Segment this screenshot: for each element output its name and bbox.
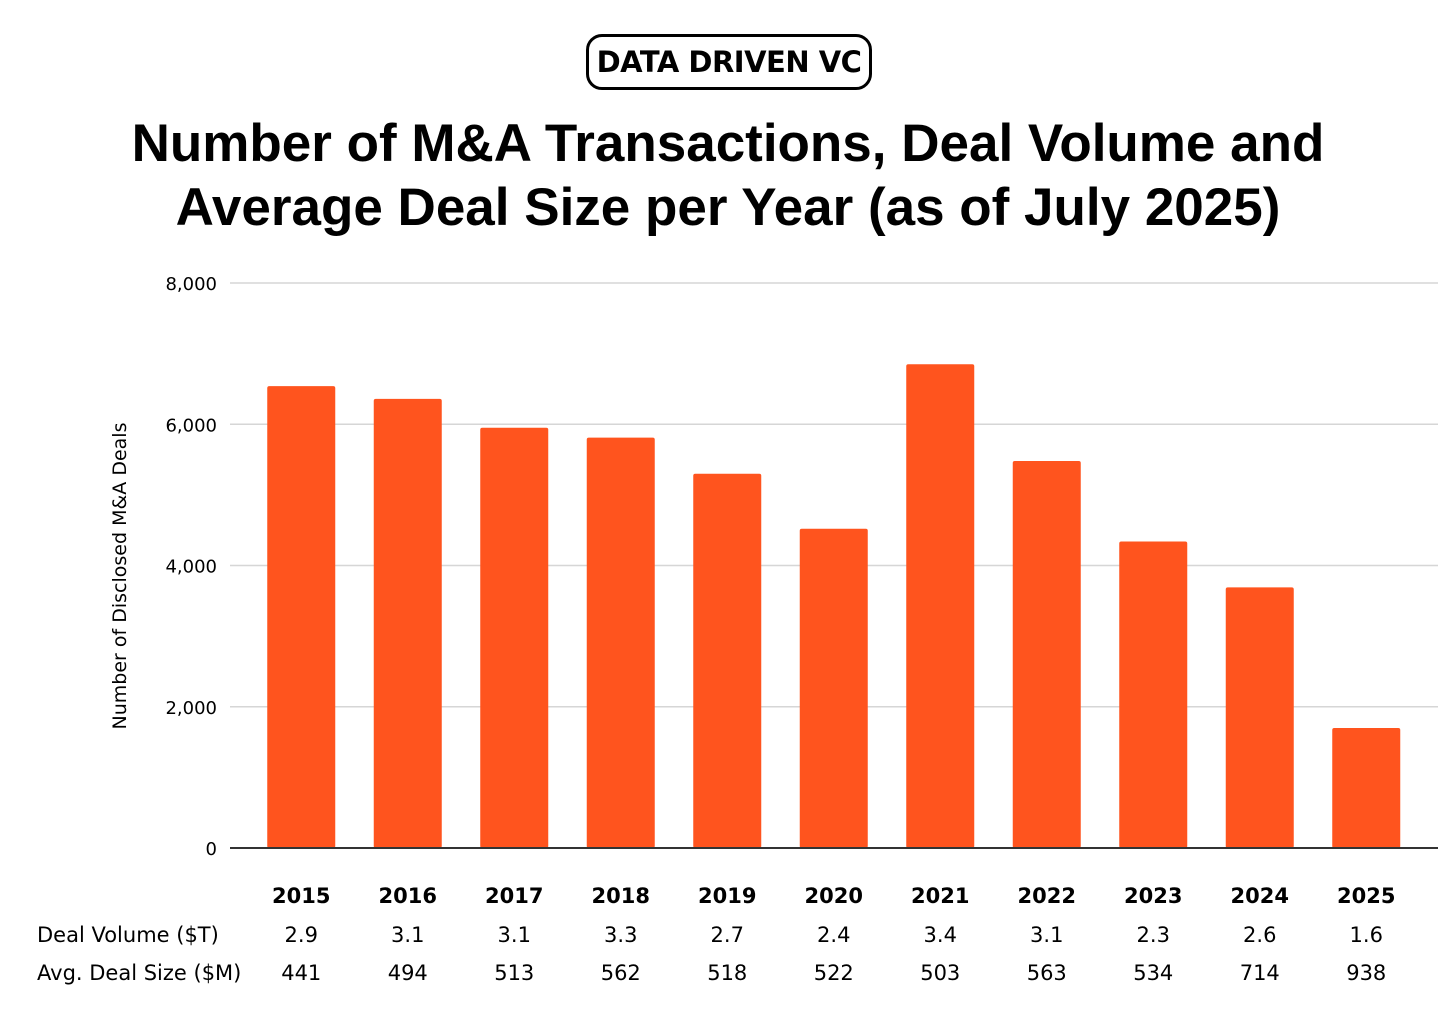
y-axis-ticks: 0 2,000 4,000 6,000 8,000 <box>165 274 217 860</box>
table-row-label: Avg. Deal Size ($M) <box>37 961 241 985</box>
table-cell: 2.4 <box>817 923 850 947</box>
x-tick-label: 2015 <box>272 884 330 908</box>
bar-2023 <box>1119 541 1188 848</box>
bar-2022 <box>1012 460 1081 848</box>
bar-2024 <box>1225 587 1294 848</box>
data-table: Deal Volume ($T) 2.9 3.1 3.1 3.3 2.7 2.4 3.4 3.1… <box>37 923 1386 985</box>
bar-2020 <box>799 528 868 848</box>
y-tick-label: 2,000 <box>165 698 217 719</box>
chart-title-line-2: Average Deal Size per Year (as of July 2… <box>175 178 1281 237</box>
table-cell: 563 <box>1027 961 1067 985</box>
chart-title: Number of M&A Transactions, Deal Volume … <box>0 112 1456 240</box>
table-cell: 513 <box>494 961 534 985</box>
table-row-label: Deal Volume ($T) <box>37 923 219 947</box>
y-tick-label: 8,000 <box>165 274 217 295</box>
table-cell: 3.1 <box>391 923 424 947</box>
bar-2025 <box>1332 727 1401 848</box>
table-cell: 562 <box>601 961 641 985</box>
x-tick-label: 2016 <box>379 884 437 908</box>
y-tick-label: 6,000 <box>165 415 217 436</box>
table-cell: 441 <box>281 961 321 985</box>
x-tick-label: 2022 <box>1018 884 1076 908</box>
x-tick-label: 2025 <box>1337 884 1395 908</box>
x-tick-label: 2018 <box>592 884 650 908</box>
table-cell: 3.3 <box>604 923 637 947</box>
table-cell: 494 <box>388 961 428 985</box>
x-tick-label: 2024 <box>1231 884 1289 908</box>
table-cell: 522 <box>814 961 854 985</box>
table-cell: 503 <box>920 961 960 985</box>
table-cell: 714 <box>1240 961 1280 985</box>
table-cell: 938 <box>1346 961 1386 985</box>
bar-2021 <box>906 364 975 848</box>
x-axis-year-labels: 2015 2016 2017 2018 2019 2020 2021 2022 2023 2024… <box>272 884 1395 908</box>
y-tick-label: 4,000 <box>165 557 217 578</box>
bar-2016 <box>373 398 442 848</box>
table-cell: 534 <box>1133 961 1173 985</box>
table-cell: 518 <box>707 961 747 985</box>
brand-name: DATA DRIVEN VC <box>596 45 862 79</box>
table-cell: 2.6 <box>1243 923 1276 947</box>
x-tick-label: 2020 <box>805 884 863 908</box>
y-axis-title: Number of Disclosed M&A Deals <box>109 423 131 730</box>
bar-2019 <box>693 473 762 848</box>
chart-title-line-1: Number of M&A Transactions, Deal Volume … <box>131 114 1325 173</box>
brand-logo: DATA DRIVEN VC <box>586 34 872 90</box>
x-tick-label: 2017 <box>485 884 543 908</box>
bar-2018 <box>586 437 655 848</box>
table-cell: 2.7 <box>711 923 744 947</box>
y-tick-label: 0 <box>206 839 217 860</box>
bar-2015 <box>267 386 336 848</box>
table-cell: 2.9 <box>285 923 318 947</box>
bars <box>267 364 1401 848</box>
x-tick-label: 2021 <box>911 884 969 908</box>
bar-2017 <box>480 427 549 848</box>
table-cell: 3.1 <box>1030 923 1063 947</box>
table-cell: 3.4 <box>924 923 957 947</box>
table-cell: 3.1 <box>498 923 531 947</box>
table-cell: 2.3 <box>1137 923 1170 947</box>
table-cell: 1.6 <box>1350 923 1383 947</box>
x-tick-label: 2023 <box>1124 884 1182 908</box>
x-tick-label: 2019 <box>698 884 756 908</box>
